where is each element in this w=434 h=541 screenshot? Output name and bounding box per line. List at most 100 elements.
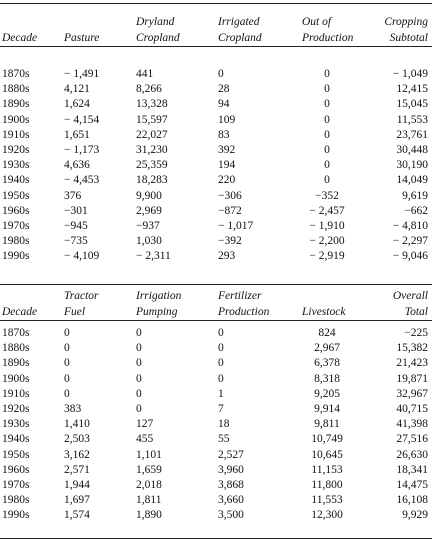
decade-cell: 1890s [2,98,30,111]
energy-value-cell: 0 [136,327,142,339]
table-energy-use-header: Tractor Irrigation Fertilizer Overall Decade… [0,288,432,326]
energy-value-cell: 0 [136,342,142,355]
energy-value-cell: 3,162 [64,448,90,461]
decade-cell: 1970s [2,479,30,492]
energy-header-row: Decade Fuel Pumping Production Livestock Tota… [0,304,432,321]
table-row: 1880s 0 0 0 2,967 15,382 [0,341,432,356]
land-value-cell: 293 [218,250,236,263]
energy-value-cell: 3,960 [218,463,244,476]
energy-value-cell: 0 [218,327,224,339]
land-value-cell: 1,030 [136,235,162,248]
land-value-cell: 23,761 [396,128,428,141]
energy-value-cell: 0 [64,342,70,355]
land-value-cell: 4,121 [64,83,90,96]
energy-column-header: Pumping [136,306,178,318]
table-row: 1990s − 4,109 − 2,311 293 − 2,919 − 9,046 [0,249,432,264]
land-value-cell: − 4,154 [64,113,100,126]
table-row: 1940s 2,503 455 55 10,749 27,516 [0,432,432,447]
table-row: 1900s − 4,154 15,597 109 0 11,553 [0,113,432,128]
land-header-divider [0,46,432,67]
land-value-cell: 25,359 [136,159,168,172]
energy-column-header: Production [218,306,270,318]
energy-value-cell: 10,749 [311,433,343,446]
land-value-cell: − 4,810 [392,220,428,233]
energy-value-cell: 16,108 [396,494,428,507]
energy-column-header: Overall [392,290,428,302]
land-column-header: Dryland [136,16,175,28]
land-value-cell: −735 [64,235,88,248]
energy-header-row: Tractor Irrigation Fertilizer Overall [0,288,432,304]
table-row: 1920s 383 0 7 9,914 40,715 [0,402,432,417]
energy-value-cell: 0 [136,372,142,385]
land-value-cell: 18,283 [136,174,168,187]
energy-value-cell: 27,516 [396,433,428,446]
energy-value-cell: 2,571 [64,463,90,476]
land-value-cell: 109 [218,113,236,126]
table-row: 1960s 2,571 1,659 3,960 11,153 18,341 [0,463,432,478]
energy-value-cell: 7 [218,403,224,416]
middle-rule [0,284,432,285]
decade-cell: 1970s [2,220,30,233]
decade-cell: 1870s [2,68,30,80]
land-value-cell: − 2,457 [309,204,345,217]
table-row: 1930s 4,636 25,359 194 0 30,190 [0,158,432,173]
table-land-use-header: Dryland Irrigated Out of Cropping Decade Past… [0,14,432,67]
energy-value-cell: 1,890 [136,509,162,522]
energy-value-cell: 0 [136,357,142,370]
land-column-header: Cropland [136,32,180,44]
table-row: 1970s 1,944 2,018 3,868 11,800 14,475 [0,478,432,493]
energy-value-cell: 1,811 [136,494,162,507]
top-rule [0,3,432,4]
energy-column-header: Tractor [64,290,99,302]
land-value-cell: −306 [218,189,242,202]
decade-cell: 1880s [2,342,30,355]
land-value-cell: 220 [218,174,236,187]
energy-value-cell: 2,967 [314,342,340,355]
energy-value-cell: 9,205 [314,387,340,400]
energy-value-cell: 0 [218,357,224,370]
decade-cell: 1890s [2,357,30,370]
energy-value-cell: 0 [64,357,70,370]
energy-value-cell: 41,398 [396,418,428,431]
land-value-cell: − 4,453 [64,174,100,187]
energy-value-cell: 1,574 [64,509,90,522]
table-row: 1870s − 1,491 441 0 0 − 1,049 [0,67,432,82]
energy-value-cell: 9,929 [402,509,428,522]
energy-value-cell: 2,503 [64,433,90,446]
energy-value-cell: 127 [136,418,154,431]
energy-value-cell: 0 [218,372,224,385]
land-value-cell: − 1,049 [392,68,428,80]
energy-value-cell: 0 [64,387,70,400]
energy-value-cell: 1,659 [136,463,162,476]
table-land-use-body: 1870s − 1,491 441 0 0 − 1,049 1880s 4,121 8,266 2… [0,67,432,265]
land-value-cell: 0 [324,113,330,126]
table-row: 1900s 0 0 0 8,318 19,871 [0,372,432,387]
energy-value-cell: 11,800 [311,479,343,492]
energy-value-cell: 14,475 [396,479,428,492]
land-value-cell: 12,415 [396,83,428,96]
land-column-header [0,14,64,30]
energy-value-cell: 9,811 [314,418,340,431]
table-row: 1890s 1,624 13,328 94 0 15,045 [0,97,432,112]
land-value-cell: 0 [324,159,330,172]
energy-value-cell: 32,967 [396,387,428,400]
decade-cell: 1870s [2,327,30,339]
energy-value-cell: 12,300 [311,509,343,522]
energy-value-cell: 18,341 [396,463,428,476]
land-value-cell: − 1,910 [309,220,345,233]
land-value-cell: 9,900 [136,189,162,202]
energy-value-cell: 455 [136,433,154,446]
energy-value-cell: 21,423 [396,357,428,370]
energy-value-cell: 11,153 [311,463,343,476]
energy-value-cell: 18 [218,418,230,431]
land-value-cell: − 1,173 [64,144,100,157]
table-row: 1980s 1,697 1,811 3,660 11,553 16,108 [0,493,432,508]
table-row: 1910s 0 0 1 9,205 32,967 [0,387,432,402]
energy-value-cell: 26,630 [396,448,428,461]
land-value-cell: 22,027 [136,128,168,141]
energy-value-cell: 8,318 [314,372,340,385]
table-row: 1950s 376 9,900 −306 −352 9,619 [0,189,432,204]
table-row: 1920s − 1,173 31,230 392 0 30,448 [0,143,432,158]
land-value-cell: 1,624 [64,98,90,111]
decade-cell: 1910s [2,387,30,400]
